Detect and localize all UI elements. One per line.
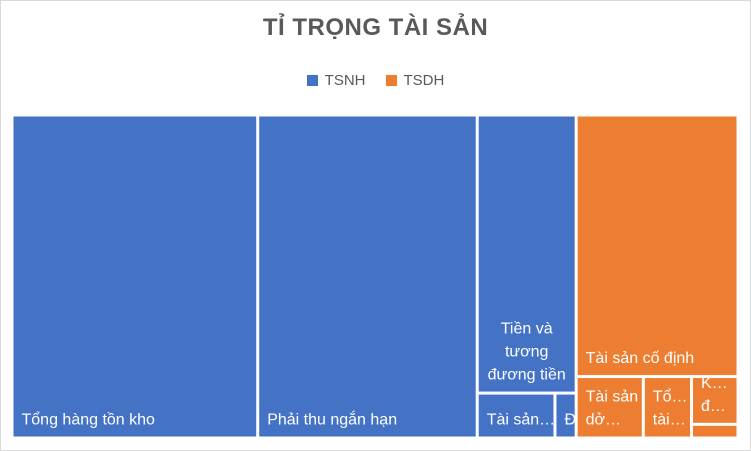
treemap-tile-tsdh-1: Tài sản dở… [577,378,642,437]
treemap-rect-tsdh-0 [577,116,737,376]
legend-swatch-tsnh [306,75,318,86]
chart-title: TỈ TRỌNG TÀI SẢN [262,14,489,41]
treemap-rect-tsnh-1 [259,116,476,437]
treemap-tile-tsdh-4 [693,425,737,437]
treemap-rect-tsnh-0 [13,116,257,437]
treemap-label-tsnh-2: Tiền và tương đương tiền [488,321,566,384]
treemap-label-tsnh-1: Phải thu ngắn hạn [267,410,397,429]
treemap-tile-tsnh-3: Tài sản… [478,394,555,437]
treemap-tile-tsnh-0: Tổng hàng tồn kho [13,116,257,437]
treemap-rect-tsnh-2 [478,116,575,392]
treemap-rect-tsnh-4 [556,394,575,437]
treemap-tile-tsdh-3: K… đ… [693,375,737,423]
treemap-tile-tsnh-2: Tiền và tương đương tiền [478,116,575,392]
treemap-rect-tsnh-3 [478,394,554,437]
legend-item-tsnh: TSNH [306,72,366,89]
treemap-rect-tsdh-1 [577,378,642,437]
treemap-label-tsnh-3: Tài sản… [487,412,555,429]
treemap-tile-tsdh-0: Tài sản cố định [577,116,737,376]
legend-item-tsdh: TSDH [385,72,445,89]
legend-swatch-tsdh [385,75,397,86]
treemap-label-tsdh-3: K… đ… [701,375,728,415]
treemap-tile-tsdh-2: Tổ… tài… [644,378,691,437]
legend-label-tsnh: TSNH [324,72,366,89]
treemap-tile-tsnh-1: Phải thu ngắn hạn [259,116,476,437]
treemap-rect-tsdh-4 [693,425,737,437]
chart-legend: TSNH TSDH [0,72,751,89]
treemap-label-tsdh-2: Tổ… tài… [653,388,688,429]
treemap-label-tsdh-1: Tài sản dở… [586,389,638,429]
treemap-label-tsnh-0: Tổng hàng tồn kho [22,411,156,429]
treemap-rect-tsdh-3 [693,378,737,423]
treemap-rect-tsdh-2 [644,378,691,437]
treemap-label-tsdh-0: Tài sản cố định [586,350,695,367]
legend-label-tsdh: TSDH [403,72,445,89]
